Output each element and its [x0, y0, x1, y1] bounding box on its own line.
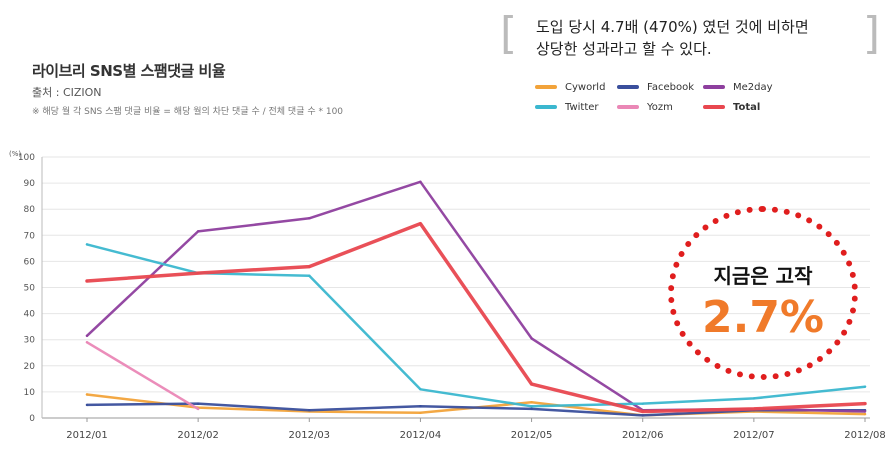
data-point-total [863, 402, 867, 405]
legend-item-cyworld: Cyworld [535, 82, 605, 93]
y-tick-label: 30 [24, 336, 36, 346]
y-tick-label: 100 [18, 153, 35, 163]
legend-label: Total [733, 102, 761, 113]
chart-title: 라이브리 SNS별 스팸댓글 비율 [32, 62, 226, 80]
data-point-facebook [85, 403, 89, 407]
data-point-facebook [641, 414, 644, 417]
legend-swatch [703, 85, 725, 89]
data-point-facebook [419, 405, 422, 408]
data-point-facebook [530, 407, 533, 411]
y-tick-label: 60 [24, 257, 36, 267]
callout-line-1: 도입 당시 4.7배 (470%) 였던 것에 비하면 [536, 18, 809, 36]
data-point-total [641, 410, 644, 413]
callout-box: [ 도입 당시 4.7배 (470%) 였던 것에 비하면 상당한 성과라고 할… [500, 10, 880, 66]
legend-item-twitter: Twitter [535, 102, 599, 113]
data-point-me2day [85, 334, 89, 337]
legend-label: Me2day [733, 82, 773, 93]
data-point-me2day [419, 180, 422, 183]
legend-label: Twitter [565, 102, 599, 113]
dotted-circle-icon [668, 206, 858, 380]
left-bracket-icon: [ [500, 8, 518, 59]
legend-swatch [535, 105, 557, 109]
highlight-value: 2.7% [701, 292, 825, 343]
series-line-total [85, 221, 867, 414]
y-tick-label: 70 [24, 231, 36, 241]
y-tick-label: 90 [24, 179, 36, 189]
data-point-twitter [641, 402, 644, 405]
chart-source: 출처 : CIZION [32, 86, 102, 99]
data-point-twitter [85, 243, 89, 246]
data-point-twitter [752, 397, 756, 400]
legend-label: Yozm [647, 102, 673, 113]
data-point-cyworld [85, 393, 89, 396]
x-tick-label: 2012/01 [66, 430, 108, 441]
data-point-cyworld [530, 401, 533, 404]
data-point-me2day [308, 217, 311, 220]
legend-label: Facebook [647, 82, 694, 93]
legend-item-yozm: Yozm [617, 102, 673, 113]
x-tick-label: 2012/08 [844, 430, 886, 441]
x-tick-label: 2012/07 [733, 430, 775, 441]
data-point-cyworld [863, 412, 867, 416]
data-point-yozm [85, 341, 89, 344]
legend-label: Cyworld [565, 82, 606, 93]
data-point-yozm [196, 407, 200, 411]
data-point-total [196, 271, 200, 275]
legend-swatch [703, 105, 725, 109]
y-axis-unit: (%) [9, 150, 21, 158]
data-point-twitter [863, 385, 867, 388]
x-tick-label: 2012/04 [400, 430, 442, 441]
chart-note: ※ 해당 월 각 SNS 스팸 댓글 비율 = 해당 월의 차단 댓글 수 / … [32, 107, 344, 117]
y-tick-label: 40 [24, 310, 36, 320]
legend-swatch [617, 105, 639, 109]
legend-item-me2day: Me2day [703, 82, 773, 93]
data-point-total [85, 279, 89, 283]
data-point-total [530, 382, 533, 386]
legend-item-facebook: Facebook [617, 82, 694, 93]
y-tick-label: 0 [29, 414, 35, 424]
highlight-callout: 지금은 고작 2.7% [668, 206, 858, 380]
y-tick-label: 80 [24, 205, 36, 215]
data-point-twitter [419, 388, 422, 391]
data-point-cyworld [419, 411, 422, 414]
data-point-total [752, 407, 756, 411]
legend-item-total: Total [703, 102, 760, 113]
legend-swatch [535, 85, 557, 89]
y-tick-label: 20 [24, 362, 36, 372]
highlight-label: 지금은 고작 [713, 264, 813, 288]
data-point-twitter [308, 274, 311, 277]
series-line-yozm [85, 341, 200, 411]
data-point-total [419, 222, 422, 225]
x-tick-label: 2012/06 [622, 430, 664, 441]
x-tick-label: 2012/03 [289, 430, 331, 441]
data-point-me2day [530, 337, 533, 340]
data-point-twitter [530, 405, 533, 408]
data-point-me2day [863, 410, 867, 413]
data-point-me2day [196, 230, 200, 233]
data-point-total [308, 265, 311, 268]
data-point-facebook [196, 402, 200, 405]
x-tick-label: 2012/02 [177, 430, 219, 441]
callout-line-2: 상당한 성과라고 할 수 있다. [536, 40, 712, 58]
data-point-facebook [308, 408, 311, 412]
callout-text: 도입 당시 4.7배 (470%) 였던 것에 비하면 상당한 성과라고 할 수… [536, 16, 809, 60]
x-tick-label: 2012/05 [511, 430, 553, 441]
legend-swatch [617, 85, 639, 89]
y-tick-label: 50 [24, 284, 36, 294]
y-tick-label: 10 [24, 388, 36, 398]
right-bracket-icon: ] [862, 8, 880, 59]
